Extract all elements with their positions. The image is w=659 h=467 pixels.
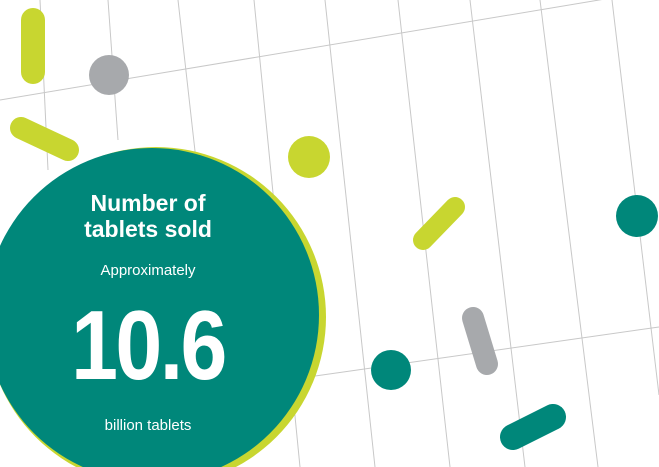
stat-qualifier: Approximately	[100, 262, 196, 279]
lime-pill-left	[10, 117, 79, 161]
teal-dot-bottom	[371, 350, 411, 390]
teal-dot-right	[616, 195, 658, 237]
gray-pill	[462, 307, 498, 375]
lime-dot	[288, 136, 330, 178]
stat-heading-line1: Number of	[90, 190, 206, 216]
teal-pill	[500, 404, 566, 450]
stat-heading-line2: tablets sold	[84, 216, 212, 242]
stat-unit: billion tablets	[104, 417, 192, 434]
lime-pill-right	[413, 197, 465, 250]
gray-dot-top	[89, 55, 129, 95]
stat-figure: 10.6	[71, 290, 227, 400]
stat-circle	[0, 148, 319, 467]
stat-heading: Number of tablets sold	[0, 190, 296, 242]
